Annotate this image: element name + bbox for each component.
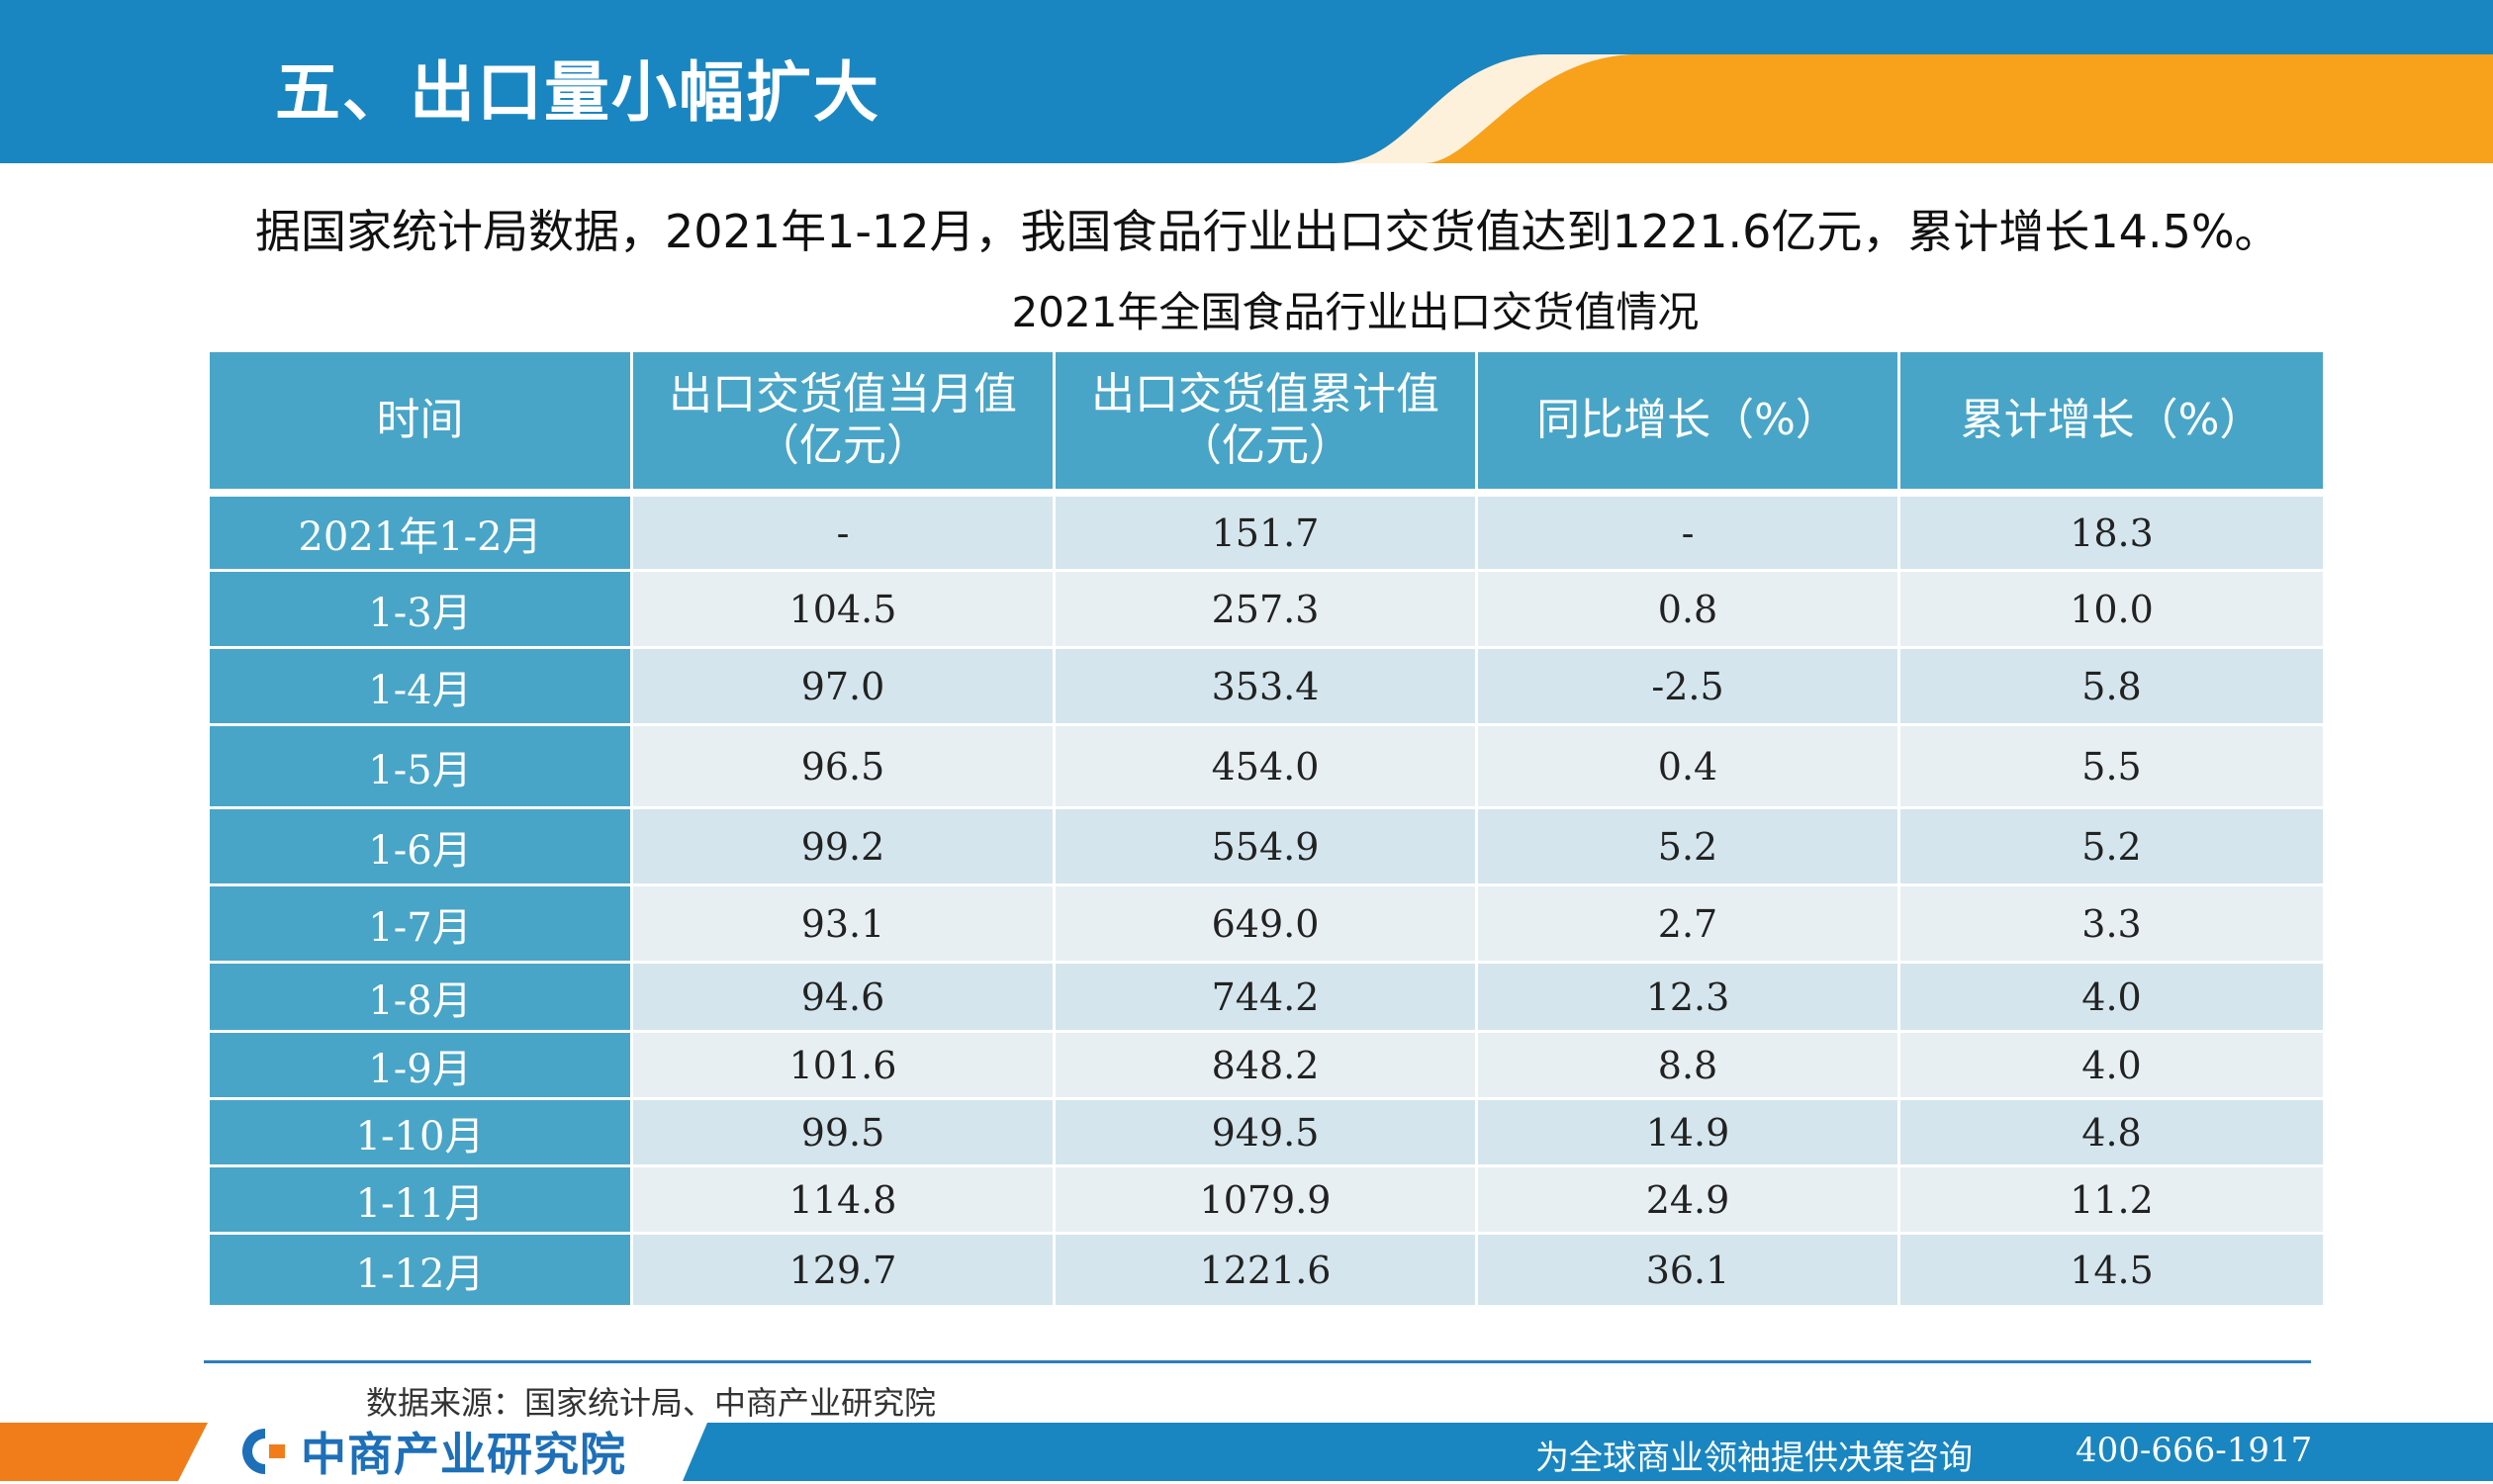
time-cell: 1-9月 [210,1033,633,1100]
value-cell: 94.6 [633,964,1056,1033]
value-cell: 24.9 [1478,1167,1900,1235]
table-row: 1-7月 93.1 649.0 2.7 3.3 [210,886,2323,964]
value-cell: 8.8 [1478,1033,1900,1100]
column-header: 累计增长（%） [1900,352,2323,497]
value-cell: 4.0 [1900,964,2323,1033]
value-cell: 1079.9 [1056,1167,1478,1235]
value-cell: 12.3 [1478,964,1900,1033]
value-cell: 5.2 [1900,809,2323,886]
footer-slogan: 为全球商业领袖提供决策咨询 [1535,1438,1973,1478]
time-cell: 1-4月 [210,649,633,726]
table-row: 1-9月 101.6 848.2 8.8 4.0 [210,1033,2323,1100]
value-cell: 14.9 [1478,1100,1900,1167]
value-cell: 104.5 [633,572,1056,649]
footer-phone: 400-666-1917 [2076,1431,2313,1470]
value-cell: 5.2 [1478,809,1900,886]
value-cell: - [1478,497,1900,572]
value-cell: 554.9 [1056,809,1478,886]
table-row: 1-5月 96.5 454.0 0.4 5.5 [210,726,2323,809]
value-cell: 353.4 [1056,649,1478,726]
column-header: 出口交货值累计值 （亿元） [1056,352,1478,497]
footer-background [0,1423,2493,1481]
value-cell: 3.3 [1900,886,2323,964]
value-cell: 454.0 [1056,726,1478,809]
page-title: 五、出口量小幅扩大 [275,54,880,131]
value-cell: 97.0 [633,649,1056,726]
value-cell: 1221.6 [1056,1235,1478,1308]
time-cell: 1-8月 [210,964,633,1033]
table-row: 1-12月 129.7 1221.6 36.1 14.5 [210,1235,2323,1308]
value-cell: 36.1 [1478,1235,1900,1308]
table-body: 2021年1-2月 -151.7-18.3 1-3月 104.5 257.3 0.8 10.… [210,497,2323,1308]
table-row: 1-11月 114.8 1079.9 24.9 11.2 [210,1167,2323,1235]
page-header: 五、出口量小幅扩大 [0,0,2493,163]
logo-text: 中商产业研究院 [301,1428,626,1481]
value-cell: -2.5 [1478,649,1900,726]
table-row: 1-8月 94.6 744.2 12.3 4.0 [210,964,2323,1033]
column-header: 同比增长（%） [1478,352,1900,497]
time-cell: 1-3月 [210,572,633,649]
table-row: 2021年1-2月 -151.7-18.3 [210,497,2323,572]
value-cell: 151.7 [1056,497,1478,572]
column-header: 时间 [210,352,633,497]
time-cell: 1-7月 [210,886,633,964]
value-cell: 4.8 [1900,1100,2323,1167]
value-cell: 93.1 [633,886,1056,964]
company-logo: 中商产业研究院 [233,1425,626,1481]
value-cell: 0.4 [1478,726,1900,809]
value-cell: 99.5 [633,1100,1056,1167]
page-footer [0,1423,2493,1481]
value-cell: 101.6 [633,1033,1056,1100]
value-cell: 949.5 [1056,1100,1478,1167]
table-row: 1-4月 97.0 353.4 -2.5 5.8 [210,649,2323,726]
data-source: 数据来源：国家统计局、中商产业研究院 [366,1384,937,1422]
value-cell: 848.2 [1056,1033,1478,1100]
value-cell: 744.2 [1056,964,1478,1033]
time-cell: 1-11月 [210,1167,633,1235]
intro-text: 据国家统计局数据，2021年1-12月，我国食品行业出口交货值达到1221.6亿… [255,205,2280,258]
value-cell: 18.3 [1900,497,2323,572]
value-cell: 5.5 [1900,726,2323,809]
company-logo-icon [242,1429,285,1474]
table-title: 2021年全国食品行业出口交货值情况 [1011,288,1700,336]
value-cell: 2.7 [1478,886,1900,964]
value-cell: 11.2 [1900,1167,2323,1235]
value-cell: 99.2 [633,809,1056,886]
value-cell: 4.0 [1900,1033,2323,1100]
value-cell: 96.5 [633,726,1056,809]
time-cell: 2021年1-2月 [210,497,633,572]
table-row: 1-6月 99.2 554.9 5.2 5.2 [210,809,2323,886]
table-row: 1-10月 99.5 949.5 14.9 4.8 [210,1100,2323,1167]
time-cell: 1-6月 [210,809,633,886]
time-cell: 1-10月 [210,1100,633,1167]
table-row: 1-3月 104.5 257.3 0.8 10.0 [210,572,2323,649]
time-cell: 1-12月 [210,1235,633,1308]
value-cell: 129.7 [633,1235,1056,1308]
value-cell: - [633,497,1056,572]
table-header-row: 时间 出口交货值当月值 （亿元） 出口交货值累计值 （亿元） 同比增长（%） 累… [210,352,2323,497]
header-background [0,0,2493,163]
column-header: 出口交货值当月值 （亿元） [633,352,1056,497]
value-cell: 257.3 [1056,572,1478,649]
value-cell: 649.0 [1056,886,1478,964]
export-value-table: 时间 出口交货值当月值 （亿元） 出口交货值累计值 （亿元） 同比增长（%） 累… [210,352,2323,1308]
value-cell: 14.5 [1900,1235,2323,1308]
source-divider [204,1360,2311,1363]
value-cell: 114.8 [633,1167,1056,1235]
value-cell: 5.8 [1900,649,2323,726]
time-cell: 1-5月 [210,726,633,809]
value-cell: 0.8 [1478,572,1900,649]
value-cell: 10.0 [1900,572,2323,649]
